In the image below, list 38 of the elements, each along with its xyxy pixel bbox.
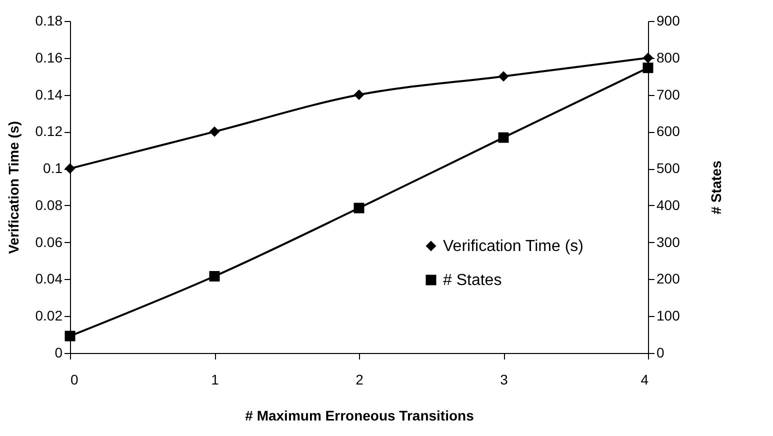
y-tick-label: 0.12 xyxy=(35,123,63,140)
y-tick-label: 0.08 xyxy=(35,196,63,213)
y2-tick-label: 700 xyxy=(656,86,680,102)
y2-tick-label: 600 xyxy=(656,123,680,140)
y-tick-label: 0 xyxy=(54,344,63,360)
x-tick-label: 3 xyxy=(500,372,508,388)
x-tick-label: 2 xyxy=(356,372,364,388)
y-tick-label: 0.18 xyxy=(35,12,63,28)
x-axis-title: # Maximum Erroneous Transitions xyxy=(245,408,474,424)
y-tick-label: 0.1 xyxy=(43,160,63,176)
y-tick-label: 0.16 xyxy=(35,49,63,66)
y-tick-label: 0.14 xyxy=(35,86,63,102)
legend-label: Verification Time (s) xyxy=(443,238,584,255)
y2-tick-label: 100 xyxy=(656,308,680,324)
y2-tick-label: 400 xyxy=(656,196,680,213)
y2-tick-label: 0 xyxy=(656,344,664,360)
y-tick-label: 0.06 xyxy=(35,234,63,250)
y2-tick-label: 800 xyxy=(656,49,680,66)
point xyxy=(354,90,364,100)
y2-tick-label: 900 xyxy=(656,12,680,28)
x-tick-label: 4 xyxy=(640,372,649,388)
point xyxy=(64,330,76,342)
y-tick-label: 0.04 xyxy=(35,270,63,287)
point xyxy=(498,71,509,82)
point xyxy=(209,126,220,137)
point xyxy=(498,132,509,143)
legend-label: # States xyxy=(443,272,502,289)
y-axis-title: Verification Time (s) xyxy=(5,121,22,254)
x-tick-label: 0 xyxy=(70,372,78,388)
x-tick-label: 1 xyxy=(211,372,220,388)
y-tick-label: 0.02 xyxy=(35,308,63,324)
point xyxy=(642,62,654,74)
y2-tick-label: 200 xyxy=(656,270,680,287)
point xyxy=(354,202,364,214)
point xyxy=(209,271,220,282)
y2-tick-label: 500 xyxy=(656,160,680,176)
y2-tick-label: 300 xyxy=(656,234,680,250)
y2-axis-title: # States xyxy=(708,160,724,214)
